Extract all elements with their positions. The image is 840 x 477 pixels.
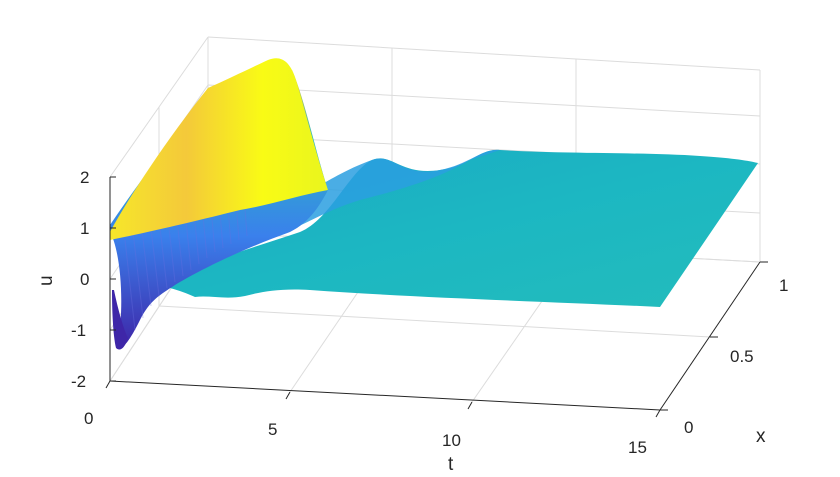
- t-tick-labels: 0 5 10 15: [84, 409, 647, 457]
- x-tick-label: 1: [779, 276, 788, 295]
- steady-state-region: [148, 149, 758, 307]
- z-tick-label: 2: [80, 168, 89, 187]
- z-tick-labels: 2 1 0 -1 -2: [71, 168, 89, 391]
- x-axis-line: [659, 261, 761, 411]
- z-tick-label: -2: [71, 372, 86, 391]
- x-tick-label: 0.5: [730, 347, 754, 366]
- t-tick-label: 15: [628, 438, 647, 457]
- grid-line: [207, 84, 761, 117]
- surface: [110, 58, 758, 350]
- x-tick-labels: 0 0.5 1: [684, 276, 788, 437]
- axes: [105, 176, 768, 418]
- x-tick-label: 0: [684, 418, 693, 437]
- transient-ridge: [148, 149, 500, 283]
- initial-trough: [112, 290, 128, 350]
- initial-peak: [110, 58, 328, 241]
- t-axis-label: t: [448, 454, 454, 475]
- x-axis-label: x: [756, 426, 766, 447]
- t-tick-label: 0: [84, 409, 93, 428]
- t-axis-line: [109, 380, 661, 411]
- t-tick-label: 5: [268, 420, 277, 439]
- t-tick-label: 10: [442, 431, 461, 450]
- grid-line: [207, 36, 761, 71]
- u-axis-label: u: [36, 275, 57, 286]
- grid-line: [158, 305, 711, 338]
- z-tick-label: -1: [71, 321, 86, 340]
- z-tick-label: 1: [80, 219, 89, 238]
- z-tick-label: 0: [80, 270, 89, 289]
